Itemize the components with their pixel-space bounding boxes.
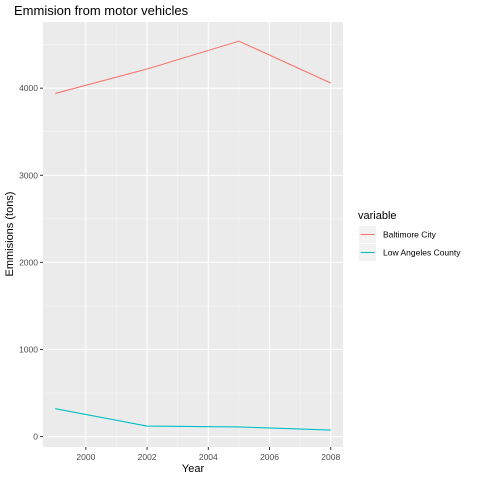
legend-label: Low Angeles County (383, 248, 461, 258)
x-axis-ticks: 2000 2002 2004 2006 2008 (76, 447, 340, 462)
x-tick-label: 2008 (321, 452, 340, 462)
x-tick-label: 2000 (76, 452, 95, 462)
y-tick-label: 4000 (19, 83, 38, 93)
y-tick-label: 3000 (19, 170, 38, 180)
x-tick-label: 2006 (260, 452, 279, 462)
y-axis-ticks: 0 1000 2000 3000 4000 (19, 83, 43, 442)
y-tick-label: 1000 (19, 344, 38, 354)
x-axis-title: Year (182, 463, 205, 475)
series-line-0 (55, 40, 331, 94)
major-gridlines (43, 22, 343, 447)
y-tick-label: 0 (33, 432, 38, 442)
series-line-1 (55, 408, 331, 431)
minor-gridlines (43, 22, 343, 447)
y-tick-label: 2000 (19, 257, 38, 267)
series-lines (55, 40, 331, 431)
legend-label: Baltimore City (383, 230, 437, 240)
plot-panel (43, 22, 343, 447)
chart-title: Emmision from motor vehicles (14, 3, 189, 18)
y-axis-title: Emmisions (tons) (4, 192, 16, 277)
x-tick-label: 2004 (199, 452, 218, 462)
legend-title: variable (358, 210, 397, 222)
legend: variable Baltimore City Low Angeles Count… (358, 210, 461, 261)
x-tick-label: 2002 (138, 452, 157, 462)
